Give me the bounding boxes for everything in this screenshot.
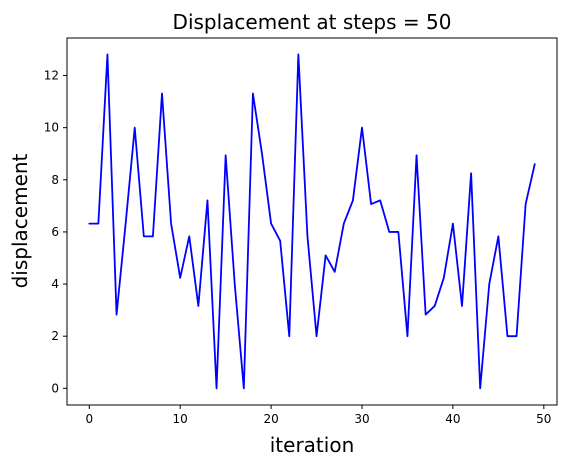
series-line [88,53,536,390]
x-tick-label: 20 [263,412,278,426]
y-tick-label: 4 [51,277,59,291]
plot-frame [66,37,558,406]
y-tick-label: 12 [44,69,59,83]
x-tick-label: 30 [354,412,369,426]
y-axis-label: displacement [8,153,32,288]
chart-title: Displacement at steps = 50 [173,10,452,34]
y-tick-label: 8 [51,173,59,187]
y-tick-label: 0 [51,381,59,395]
x-tick-label: 10 [173,412,188,426]
y-tick-label: 6 [51,225,59,239]
x-tick-label: 40 [445,412,460,426]
x-axis-label: iteration [270,433,355,457]
x-axis-ticks: 0 10 20 30 40 50 [85,405,551,426]
x-tick-label: 50 [536,412,551,426]
plot-area: 0 10 20 30 40 50 0 2 4 6 8 10 12 [44,37,558,426]
series-layer [88,53,536,390]
y-axis-ticks: 0 2 4 6 8 10 12 [44,69,67,395]
x-tick-label: 0 [85,412,93,426]
y-tick-label: 2 [51,329,59,343]
y-tick-label: 10 [44,121,59,135]
